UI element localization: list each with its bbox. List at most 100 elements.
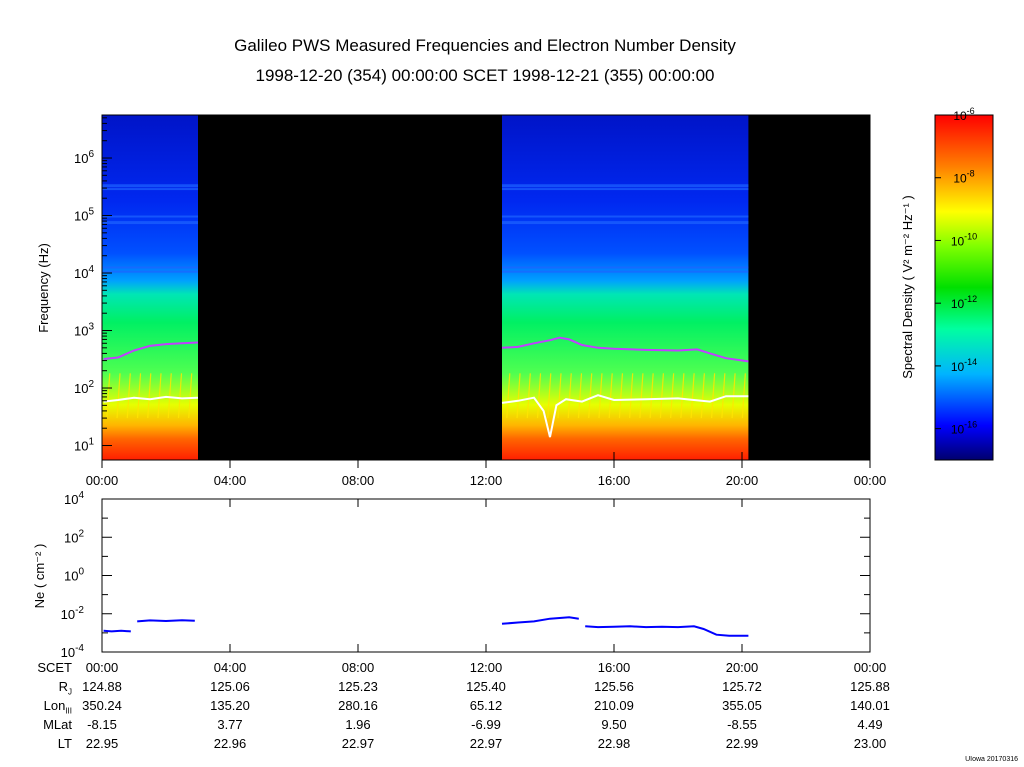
version-stamp: UIowa 20170316 — [965, 756, 1018, 763]
density-tick-label: 100 — [64, 567, 84, 584]
chart-subtitle: 1998-12-20 (354) 00:00:00 SCET 1998-12-2… — [255, 66, 715, 85]
burst-mark — [536, 373, 542, 419]
ephemeris-row: SCET 00:00 04:00 08:00 12:00 16:00 20:00 00:00 — [0, 660, 1024, 678]
overlay-line-0-1 — [501, 336, 749, 363]
ephemeris-row: LT 22.95 22.96 22.97 22.97 22.98 22.99 23.00 — [0, 736, 1024, 754]
density-tick-label: 10-2 — [61, 605, 85, 622]
density-segment-0 — [103, 629, 131, 633]
ephemeris-value: 22.99 — [725, 736, 759, 751]
ephemeris-value: 125.23 — [338, 679, 378, 694]
burst-mark — [711, 373, 716, 419]
ephemeris-value: 125.40 — [466, 679, 506, 694]
spectrogram-data — [102, 115, 749, 460]
ephemeris-value: 124.88 — [82, 679, 122, 694]
density-tick-label: 10-4 — [61, 643, 85, 660]
ephemeris-row: LonIII 350.24 135.20 280.16 65.12 210.09 355.0… — [0, 698, 1024, 716]
overlay-line-1-1 — [501, 394, 749, 438]
ephemeris-value: 22.95 — [85, 736, 119, 751]
burst-mark — [680, 373, 685, 419]
burst-mark — [700, 373, 705, 419]
burst-mark — [116, 373, 121, 419]
time-tick-label: 12:00 — [470, 473, 503, 488]
colorbar-tick-label: 10-16 — [951, 420, 977, 437]
density-panel: 104 102 100 10-2 10-4 Ne ( cm⁻² ) — [32, 490, 871, 660]
time-tick-label: 08:00 — [342, 473, 375, 488]
burst-mark — [106, 373, 111, 419]
emission-band — [102, 184, 198, 188]
ephemeris-row: RJ 124.88 125.06 125.23 125.40 125.56 125.72 12… — [0, 679, 1024, 697]
data-interval-1 — [502, 115, 749, 460]
ephemeris-value: 210.09 — [594, 698, 634, 713]
burst-mark — [177, 373, 183, 419]
colorbar-tick-label: 10-14 — [951, 357, 977, 374]
density-segment-1 — [137, 619, 195, 623]
time-tick-label: 00:00 — [86, 473, 119, 488]
ephemeris-value: 125.06 — [210, 679, 250, 694]
ephemeris-value: 1.96 — [345, 717, 371, 732]
burst-mark — [126, 373, 131, 419]
time-axis-top: 00:00 04:00 08:00 12:00 16:00 20:00 00:00 — [86, 452, 886, 488]
burst-mark — [557, 373, 562, 419]
ephemeris-value: 23.00 — [853, 736, 887, 751]
density-series — [103, 616, 749, 637]
spectrogram-panel: 101 102 103 104 105 106 00:00 04:00 08:00 12:00 1… — [36, 114, 886, 488]
density-tick-label: 102 — [64, 528, 84, 545]
frequency-axis: 101 102 103 104 105 106 — [74, 117, 870, 454]
burst-mark — [167, 373, 172, 419]
ephemeris-label: RJ — [58, 679, 72, 697]
burst-mark — [157, 373, 162, 419]
ephemeris-value: -6.99 — [471, 717, 501, 732]
ephemeris-label: SCET — [37, 660, 72, 675]
burst-mark — [577, 373, 583, 419]
burst-mark — [506, 373, 511, 419]
figure: 101 102 103 104 105 106 00:00 04:00 08:00 12:00 1… — [32, 106, 994, 660]
emission-band — [502, 188, 749, 191]
ephemeris-value: 00:00 — [85, 660, 119, 675]
emission-band — [102, 221, 198, 225]
burst-mark — [721, 373, 726, 419]
emission-band — [102, 270, 198, 273]
ephemeris-value: 9.50 — [601, 717, 627, 732]
ephemeris-label: MLat — [43, 717, 72, 732]
ephemeris-value: 12:00 — [469, 660, 503, 675]
burst-mark — [136, 373, 142, 419]
burst-mark — [690, 373, 695, 419]
spectrogram-overlays — [103, 336, 749, 438]
burst-mark — [567, 373, 572, 419]
data-interval-0 — [102, 115, 198, 460]
ephemeris-value: 350.24 — [82, 698, 122, 713]
ephemeris-value: 3.77 — [217, 717, 243, 732]
frequency-tick-label: 102 — [74, 379, 94, 396]
emission-band — [502, 215, 749, 218]
ephemeris-row: MLat -8.15 3.77 1.96 -6.99 9.50 -8.55 4.49 — [0, 717, 1024, 735]
ephemeris-value: 125.88 — [850, 679, 890, 694]
burst-mark — [608, 373, 613, 419]
ephemeris-value: 125.72 — [722, 679, 762, 694]
burst-mark — [639, 373, 644, 419]
emission-band — [102, 215, 198, 218]
frequency-tick-label: 103 — [74, 322, 94, 339]
ephemeris-value: 135.20 — [210, 698, 250, 713]
ephemeris-value: 4.49 — [857, 717, 883, 732]
colorbar-label: Spectral Density ( V² m⁻² Hz⁻¹ ) — [900, 195, 915, 378]
colorbar-ticks: 10-6 10-8 10-10 10-12 10-14 10-16 — [935, 106, 977, 437]
time-tick-label: 16:00 — [598, 473, 631, 488]
ephemeris-value: 280.16 — [338, 698, 378, 713]
frequency-tick-label: 106 — [74, 149, 94, 166]
burst-mark — [147, 373, 152, 419]
ephemeris-value: 20:00 — [725, 660, 759, 675]
emission-band — [102, 188, 198, 191]
burst-mark — [516, 373, 521, 419]
ephemeris-value: 08:00 — [341, 660, 375, 675]
burst-mark — [526, 373, 531, 419]
ephemeris-value: 22.97 — [469, 736, 503, 751]
burst-mark — [659, 373, 664, 419]
burst-mark — [649, 373, 654, 419]
density-axis-label: Ne ( cm⁻² ) — [32, 544, 47, 609]
ephemeris-value: 65.12 — [469, 698, 503, 713]
emission-band — [502, 221, 749, 225]
density-time-ticks — [101, 499, 871, 652]
emission-band — [502, 184, 749, 188]
density-frame — [101, 498, 871, 653]
ephemeris-value: 355.05 — [722, 698, 762, 713]
